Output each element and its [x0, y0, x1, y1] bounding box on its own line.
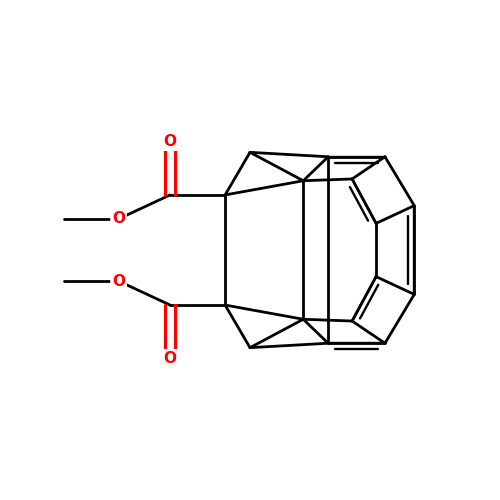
Text: O: O: [112, 212, 125, 226]
Text: O: O: [164, 134, 176, 149]
Text: O: O: [112, 274, 125, 288]
Text: O: O: [164, 351, 176, 366]
